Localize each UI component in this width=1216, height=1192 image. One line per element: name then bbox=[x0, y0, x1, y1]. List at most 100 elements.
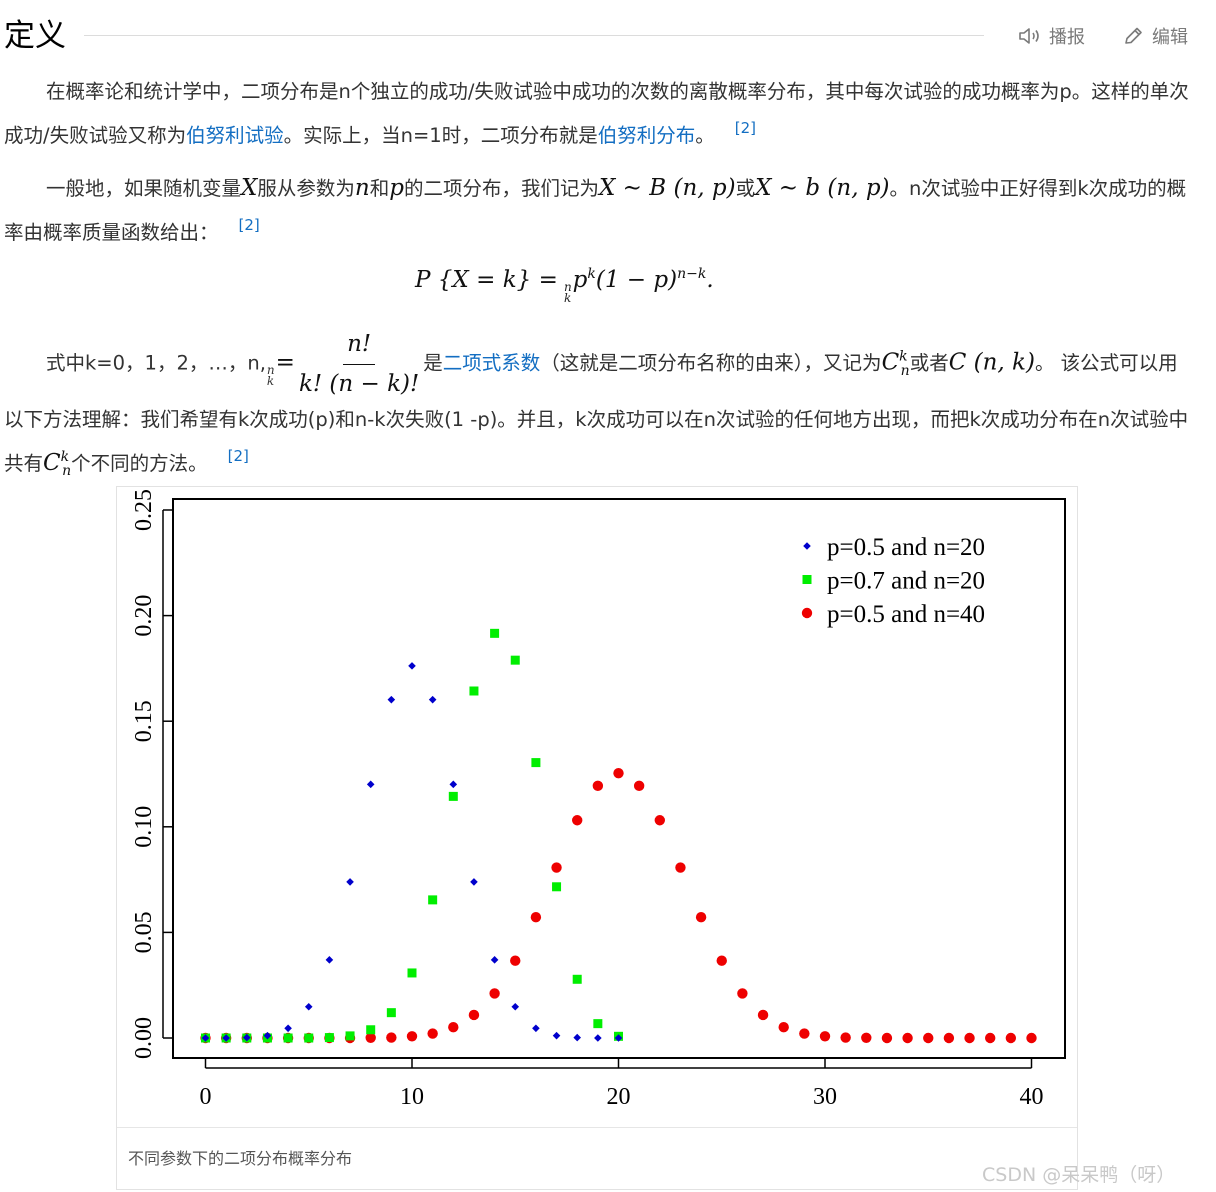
data-point-diamond bbox=[511, 1002, 520, 1011]
data-point-diamond bbox=[222, 1034, 230, 1042]
data-point-diamond bbox=[284, 1024, 292, 1033]
data-point-circle bbox=[799, 1028, 810, 1039]
link-bernoulli-trial[interactable]: 伯努利试验 bbox=[186, 124, 284, 147]
y-tick-label: 0.10 bbox=[131, 806, 157, 848]
data-point-circle bbox=[448, 1022, 459, 1033]
math-c-sup: k bbox=[899, 348, 908, 365]
formula-p: p bbox=[572, 267, 588, 293]
reference-link[interactable]: [2] bbox=[227, 447, 249, 465]
edit-button[interactable]: 编辑 bbox=[1123, 22, 1188, 50]
math-c-sup: k bbox=[60, 449, 70, 465]
data-point-diamond bbox=[325, 956, 334, 964]
data-point-circle bbox=[1026, 1032, 1037, 1044]
data-point-circle bbox=[737, 988, 748, 999]
fraction-denominator: k! (n − k)! bbox=[298, 371, 420, 397]
data-point-circle bbox=[675, 862, 686, 873]
math-var-p: p bbox=[389, 175, 404, 201]
paragraph-notation: 一般地，如果随机变量X服从参数为n和p的二项分布，我们记为X ∼ B (n, p… bbox=[4, 170, 1194, 251]
paragraph-intro: 在概率论和统计学中，二项分布是n个独立的成功/失败试验中成功的次数的离散概率分布… bbox=[4, 74, 1194, 154]
paragraph-text: 。n次试验中正好得到k次成功的概率由概率质量函数给出： bbox=[4, 177, 1187, 244]
data-point-circle bbox=[902, 1032, 913, 1044]
data-point-circle bbox=[427, 1028, 438, 1039]
paragraph-text: 在概率论和统计学中，二项分布是n个独立的成功/失败试验中成功的次数的离散概率分布… bbox=[4, 80, 1189, 147]
pencil-icon bbox=[1125, 27, 1142, 44]
data-point-circle bbox=[592, 780, 604, 792]
data-point-circle bbox=[861, 1032, 872, 1043]
data-point-diamond bbox=[470, 878, 478, 886]
data-point-circle bbox=[1005, 1032, 1017, 1044]
data-point-square bbox=[802, 575, 812, 584]
binom-bottom: k bbox=[563, 291, 572, 305]
paragraph-text: 是 bbox=[423, 351, 443, 375]
data-point-circle bbox=[572, 815, 583, 826]
math-expr-b-upper: X ∼ B (n, p) bbox=[599, 175, 736, 201]
data-point-circle bbox=[365, 1032, 376, 1043]
data-point-circle bbox=[943, 1032, 955, 1044]
paragraph-text: 的二项分布，我们记为 bbox=[403, 177, 599, 200]
data-point-diamond bbox=[573, 1033, 581, 1042]
y-tick-label: 0.05 bbox=[131, 911, 157, 953]
data-point-square bbox=[304, 1033, 314, 1043]
data-point-diamond bbox=[263, 1031, 272, 1040]
data-point-circle bbox=[716, 955, 727, 966]
data-point-circle bbox=[964, 1032, 975, 1044]
y-tick-label: 0.25 bbox=[131, 489, 157, 531]
data-point-circle bbox=[801, 607, 813, 619]
formula-end: . bbox=[706, 267, 714, 293]
binomial-scatter-chart: 0 10 20 30 40 0.00 0.05 0.10 0.15 0.20 0.25 p=0.5 a… bbox=[131, 489, 1066, 1110]
data-point-diamond bbox=[552, 1031, 561, 1040]
data-point-square bbox=[428, 895, 438, 905]
data-point-circle bbox=[757, 1009, 769, 1021]
reference-link[interactable]: [2] bbox=[734, 119, 756, 137]
math-c-expr: C (n, k) bbox=[948, 349, 1035, 376]
data-point-diamond bbox=[449, 780, 458, 789]
equals-sign: = bbox=[275, 349, 295, 376]
legend-label: p=0.7 and n=20 bbox=[827, 568, 985, 595]
math-var-x: X bbox=[241, 175, 258, 201]
x-tick-label: 30 bbox=[813, 1084, 837, 1110]
data-point-diamond bbox=[428, 695, 437, 704]
data-point-circle bbox=[695, 911, 707, 923]
paragraph-text: 。 该公式可以用以下方法理解：我们希望有k次成功(p)和n-k次失败(1 -p)… bbox=[4, 351, 1189, 476]
binom-bottom: k bbox=[266, 373, 275, 388]
data-point-circle bbox=[654, 815, 665, 826]
data-point-circle bbox=[778, 1022, 789, 1033]
math-c-sub: n bbox=[62, 463, 72, 479]
x-tick-label: 20 bbox=[607, 1084, 631, 1110]
link-bernoulli-distribution[interactable]: 伯努利分布 bbox=[597, 124, 696, 147]
data-point-square bbox=[448, 791, 458, 801]
data-point-square bbox=[552, 882, 562, 892]
paragraph-text: 一般地，如果随机变量 bbox=[46, 177, 242, 200]
data-point-square bbox=[531, 758, 541, 768]
pmf-formula: P {X = k} = n k pk(1 − p)n−k. bbox=[415, 266, 835, 306]
y-tick-label: 0.15 bbox=[131, 700, 157, 742]
reference-link[interactable]: [2] bbox=[238, 216, 260, 234]
data-point-square bbox=[510, 655, 520, 665]
play-button[interactable]: 播报 bbox=[1018, 22, 1085, 50]
figure-caption: 不同参数下的二项分布概率分布 bbox=[128, 1149, 353, 1168]
math-var-n: n bbox=[354, 175, 370, 201]
fraction-numerator: n! bbox=[343, 326, 376, 365]
formula-k-exp: k bbox=[587, 266, 596, 282]
paragraph-text: 式中k=0，1，2，…，n, bbox=[46, 351, 266, 375]
math-c-base: C bbox=[43, 450, 61, 476]
figure: 0 10 20 30 40 0.00 0.05 0.10 0.15 0.20 0.25 p=0.5 a… bbox=[116, 486, 1078, 1190]
data-point-square bbox=[345, 1031, 355, 1041]
formula-nk-exp: n−k bbox=[677, 266, 707, 282]
factorial-fraction: n! k! (n − k)! bbox=[299, 326, 419, 402]
data-point-diamond bbox=[490, 956, 499, 964]
data-point-diamond bbox=[366, 780, 375, 789]
data-point-square bbox=[490, 628, 500, 638]
paragraph-text: （这就是二项分布名称的由来），又记为 bbox=[540, 351, 882, 375]
data-point-circle bbox=[881, 1032, 893, 1044]
data-point-circle bbox=[923, 1032, 934, 1044]
data-point-diamond bbox=[201, 1034, 210, 1042]
heading-divider bbox=[84, 35, 984, 36]
section-heading: 定义 播报 编辑 bbox=[4, 14, 1204, 58]
x-tick-label: 40 bbox=[1020, 1084, 1044, 1110]
data-point-diamond bbox=[387, 695, 396, 704]
edit-label: 编辑 bbox=[1152, 27, 1188, 48]
formula-mid: (1 − p) bbox=[595, 267, 678, 293]
link-binomial-coefficient[interactable]: 二项式系数 bbox=[442, 351, 541, 375]
